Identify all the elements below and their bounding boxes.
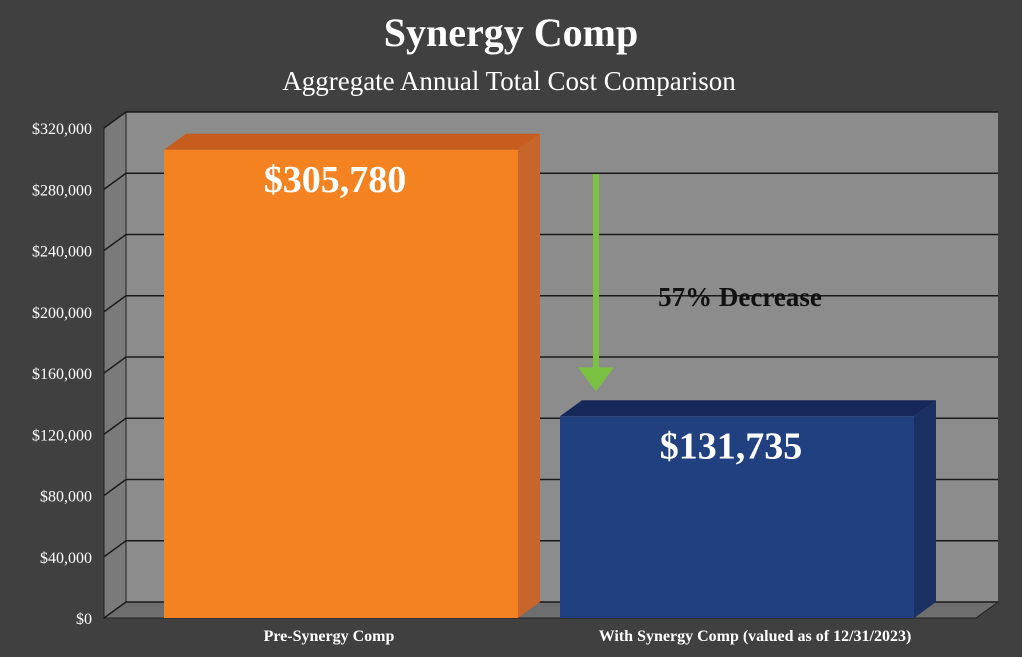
y-tick-label: $40,000 xyxy=(40,550,92,567)
bar-side xyxy=(914,400,936,618)
annotation-label: 57% Decrease xyxy=(658,282,822,312)
data-label: $305,780 xyxy=(264,159,407,201)
bar-top xyxy=(560,400,936,417)
y-tick-label: $200,000 xyxy=(32,305,92,322)
gridline xyxy=(103,111,998,129)
chart-title: Synergy Comp xyxy=(384,10,638,55)
bar-side xyxy=(518,133,540,619)
y-tick-label: $120,000 xyxy=(32,427,92,444)
chart-subtitle: Aggregate Annual Total Cost Comparison xyxy=(282,66,736,96)
y-tick-label: $240,000 xyxy=(32,244,92,261)
y-tick-label: $80,000 xyxy=(40,489,92,506)
x-category-label: Pre-Synergy Comp xyxy=(264,628,395,645)
y-tick-label: $320,000 xyxy=(32,121,92,138)
bar xyxy=(560,416,914,618)
y-tick-label: $160,000 xyxy=(32,366,92,383)
gridline xyxy=(103,295,998,313)
x-category-label: With Synergy Comp (valued as of 12/31/20… xyxy=(599,628,912,645)
gridline xyxy=(103,233,998,252)
y-tick-label: $280,000 xyxy=(32,182,92,199)
decrease-arrow-head xyxy=(578,367,614,392)
y-tick-label: $0 xyxy=(76,611,92,628)
gridline xyxy=(103,172,998,190)
gridline xyxy=(103,356,998,374)
bar-top xyxy=(164,133,540,150)
data-label: $131,735 xyxy=(660,425,803,467)
bar xyxy=(164,149,518,619)
